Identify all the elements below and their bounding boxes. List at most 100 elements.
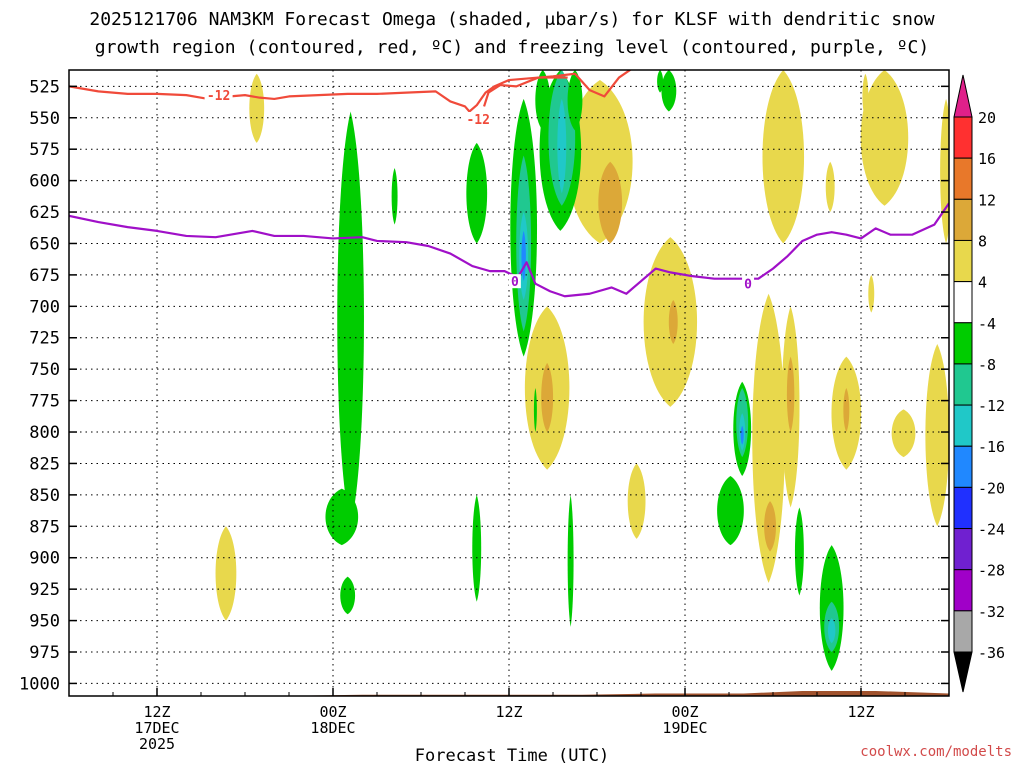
- dendritic-contour-label-1: -12: [464, 112, 493, 128]
- x-tick-label-2-0: 12Z: [495, 703, 522, 721]
- y-tick-label-7: 700: [29, 297, 60, 317]
- freezing-level-line: [69, 202, 949, 298]
- dendritic-contour-line: [69, 70, 632, 113]
- omega-region-19: [860, 70, 909, 206]
- freezing-contour-label-1-bg: [742, 276, 755, 291]
- y-tick-label-11: 800: [29, 423, 60, 443]
- y-tick-label-4: 625: [29, 203, 60, 223]
- omega-region-49: [794, 507, 804, 596]
- y-tick-label-19: 1000: [19, 674, 60, 694]
- colorbar-label-10: -24: [978, 521, 1005, 539]
- colorbar-box-5: [953, 322, 973, 365]
- colorbar-label-0: 20: [978, 109, 996, 127]
- colorbar-box-11: [953, 569, 973, 612]
- colorbar-label-11: -28: [978, 562, 1005, 580]
- omega-region-25: [337, 111, 364, 527]
- colorbar-label-4: 4: [978, 274, 987, 292]
- dendritic-contour-line-2: [483, 76, 568, 107]
- y-tick-label-5: 650: [29, 234, 60, 254]
- colorbar-label-1: 16: [978, 150, 996, 168]
- y-tick-label-8: 725: [29, 329, 60, 349]
- x-tick-label-4-0: 12Z: [847, 703, 874, 721]
- omega-region-11: [762, 70, 805, 244]
- y-tick-label-14: 875: [29, 517, 60, 537]
- colorbar-label-6: -8: [978, 356, 996, 374]
- y-tick-label-0: 525: [29, 77, 60, 97]
- colorbar-box-7: [953, 404, 973, 447]
- grid-layer: [69, 70, 949, 696]
- colorbar: 20 16 12 8 4 -4 -8 -12 -16 -20 -24 -28 -32 -36: [953, 74, 1005, 693]
- x-tick-label-0-0: 12Z: [143, 703, 170, 721]
- dendritic-contour-label-0-bg: [204, 88, 233, 103]
- colorbar-box-9: [953, 486, 973, 530]
- colorbar-bottom-arrow: [953, 651, 973, 693]
- omega-region-23: [940, 98, 949, 244]
- y-tick-label-17: 950: [29, 612, 60, 632]
- colorbar-label-3: 8: [978, 232, 987, 250]
- contour-layer: -12 -12 0 0: [69, 70, 949, 298]
- colorbar-label-7: -12: [978, 397, 1005, 415]
- dendritic-contour-label-1-bg: [464, 112, 493, 127]
- colorbar-box-3: [953, 239, 973, 283]
- omega-region-14: [764, 501, 777, 552]
- y-tick-label-6: 675: [29, 266, 60, 286]
- x-tick-label-0-1: 17DEC: [134, 719, 179, 737]
- colorbar-box-10: [953, 528, 973, 571]
- x-tick-label-1-0: 00Z: [319, 703, 346, 721]
- colorbar-box-4: [953, 281, 973, 324]
- omega-region-9: [627, 463, 646, 539]
- omega-region-20: [868, 274, 875, 313]
- colorbar-box-1: [953, 157, 973, 200]
- omega-region-13: [786, 356, 795, 433]
- x-axis-label: Forecast Time (UTC): [414, 746, 610, 766]
- chart-title-line-1: 2025121706 NAM3KM Forecast Omega (shaded…: [89, 9, 935, 30]
- omega-region-21: [891, 409, 916, 458]
- dendritic-contour-label-1-text: -12: [466, 113, 489, 128]
- omega-region-0: [249, 73, 265, 143]
- freezing-contour-label-0: 0: [508, 274, 521, 290]
- omega-region-10: [752, 293, 785, 583]
- chart-title-line-2: growth region (contoured, red, ºC) and f…: [94, 37, 930, 58]
- omega-region-1: [215, 526, 237, 621]
- x-tick-label-1-1: 18DEC: [310, 719, 355, 737]
- y-tick-label-2: 575: [29, 140, 60, 160]
- omega-region-43: [657, 70, 664, 93]
- omega-region-16: [843, 388, 850, 433]
- colorbar-box-6: [953, 363, 973, 406]
- colorbar-label-8: -16: [978, 438, 1005, 456]
- omega-region-22: [925, 344, 949, 527]
- omega-region-42: [661, 70, 677, 112]
- y-tick-label-3: 600: [29, 172, 60, 192]
- freezing-contour-label-0-bg: [508, 274, 521, 289]
- x-tick-label-0-2: 2025: [139, 735, 175, 753]
- y-tick-label-16: 925: [29, 580, 60, 600]
- x-tick-label-3-1: 19DEC: [662, 719, 707, 737]
- y-tick-label-9: 750: [29, 360, 60, 380]
- freezing-contour-label-1-text: 0: [744, 278, 752, 293]
- y-axis: 525 550 575 600 625 650 675 700 725 750 775 800 825 8…: [19, 77, 949, 694]
- freezing-contour-label-1: 0: [742, 276, 755, 293]
- omega-region-6: [668, 300, 678, 345]
- colorbar-label-12: -32: [978, 603, 1005, 621]
- omega-region-27: [340, 576, 356, 615]
- omega-region-47: [740, 425, 744, 445]
- colorbar-label-2: 12: [978, 191, 996, 209]
- credit-text: coolwx.com/modelts: [860, 744, 1012, 760]
- omega-region-52: [827, 618, 836, 644]
- omega-region-48: [717, 476, 744, 546]
- omega-region-30: [472, 494, 482, 602]
- colorbar-box-8: [953, 445, 973, 488]
- omega-region-40: [567, 494, 574, 627]
- dendritic-contour-label-0: -12: [204, 88, 233, 104]
- omega-region-17: [825, 161, 835, 213]
- x-tick-label-3-0: 00Z: [671, 703, 698, 721]
- omega-region-39: [567, 70, 583, 131]
- omega-region-8: [541, 362, 554, 433]
- omega-region-41: [533, 388, 537, 433]
- omega-region-3: [598, 161, 623, 244]
- y-tick-label-1: 550: [29, 109, 60, 129]
- omega-region-29: [466, 142, 488, 244]
- colorbar-top-arrow: [953, 74, 973, 118]
